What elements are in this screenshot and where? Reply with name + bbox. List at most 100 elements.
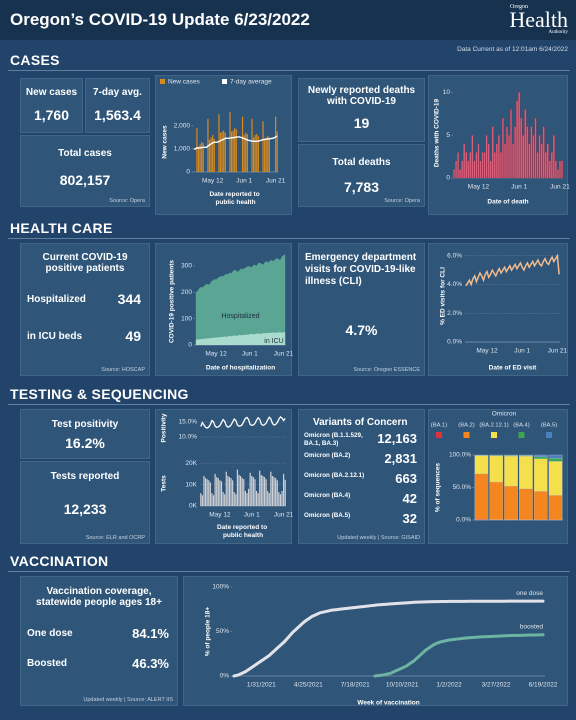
y-tick-label: 2.0% — [447, 310, 462, 317]
bar — [554, 160, 557, 179]
source: Updated weekly | Source: GISAID — [337, 535, 420, 541]
bar — [273, 477, 275, 506]
section-title: HEALTH CARE — [10, 220, 113, 236]
y-axis-title: COVID-19 positive patients — [169, 260, 176, 343]
x-axis-title: Date of hospitalization — [206, 365, 275, 372]
bar — [230, 478, 232, 506]
x-tick-label: May 12 — [468, 184, 490, 191]
x-tick-label: May 12 — [209, 512, 231, 519]
x-tick-label: May 12 — [476, 348, 498, 355]
y-tick-label: 2,000 — [174, 123, 191, 130]
bar — [196, 128, 198, 172]
bar — [210, 137, 212, 172]
bar — [538, 134, 541, 179]
legend-label: (BA.1) — [431, 423, 447, 429]
panel-title: Current COVID-19 positive patients — [42, 252, 128, 274]
bar — [271, 476, 274, 506]
y-tick-label: 10 — [443, 89, 451, 96]
source: Source: ELR and OCRP — [85, 535, 145, 541]
y-tick-label: 20K — [185, 460, 197, 467]
y-tick-label: 100 — [181, 315, 192, 322]
bar — [219, 480, 221, 506]
stat-value: 4.7% — [345, 322, 378, 338]
bar — [516, 100, 519, 179]
bar — [479, 160, 482, 179]
bar-segment — [474, 455, 489, 474]
section-rule — [8, 404, 570, 405]
bar-segment — [533, 458, 548, 492]
logo-bottom: Authority — [548, 30, 568, 35]
bar-segment — [489, 481, 504, 520]
bar — [276, 131, 278, 172]
x-tick-label: Jun 21 — [274, 512, 294, 519]
variant-count: 2,831 — [384, 451, 417, 466]
bar — [260, 474, 262, 506]
bar — [233, 492, 235, 506]
bar — [267, 491, 269, 506]
bar — [265, 479, 267, 506]
bar — [556, 169, 559, 179]
page-title: Oregon’s COVID-19 Update 6/23/2022 — [10, 10, 310, 29]
y-tick-label: 100.0% — [449, 452, 471, 459]
bar — [499, 152, 502, 179]
data-current: Data Current as of 12:01am 6/24/2022 — [457, 46, 568, 53]
bar — [560, 160, 563, 179]
bar — [202, 143, 204, 172]
series-label: Hospitalized — [221, 313, 259, 320]
bar — [485, 134, 488, 179]
stat-box: Vaccination coverage, statewide people a… — [20, 576, 178, 706]
line — [373, 633, 545, 678]
stat-value: 19 — [353, 115, 370, 131]
x-tick-label: Jun 1 — [236, 178, 252, 185]
stat-box: Newly reported deaths with COVID-19 19 — [298, 78, 425, 142]
stat-label: Hospitalized — [27, 294, 86, 305]
stat-value: 84.1% — [132, 626, 169, 641]
y-axis-title: New cases — [162, 125, 169, 159]
y-tick-label: 0 — [446, 175, 450, 182]
x-tick-label: 3/27/2022 — [482, 682, 511, 689]
bar — [241, 116, 244, 172]
x-tick-label: Jun 21 — [274, 351, 294, 358]
bar — [212, 135, 214, 172]
x-axis-title: Week of vaccination — [357, 700, 419, 707]
y-tick-label: 6.0% — [447, 252, 462, 259]
bar — [232, 480, 234, 506]
y-tick-label: 4.0% — [447, 281, 462, 288]
bar — [219, 132, 222, 172]
stat-box: New cases 1,760 — [20, 78, 83, 133]
legend-swatch — [222, 79, 227, 84]
title-bar — [0, 0, 576, 40]
bar — [203, 476, 205, 506]
bar — [209, 482, 211, 506]
bar — [268, 137, 270, 172]
bar — [232, 130, 234, 172]
bar-segment — [548, 461, 563, 496]
bar — [208, 480, 210, 506]
legend-label: New cases — [168, 79, 201, 86]
x-tick-label: 7/18/2021 — [341, 682, 370, 689]
bar — [558, 160, 561, 179]
stat-box: Total deaths 7,783 Source: Opera — [298, 144, 425, 207]
legend-swatch — [160, 79, 165, 84]
bar-segment — [504, 455, 518, 487]
stat-label: Test positivity — [51, 419, 119, 430]
bar — [220, 481, 223, 506]
stat-label: New cases — [25, 87, 78, 98]
bar — [512, 143, 515, 179]
bar — [208, 139, 211, 172]
bar — [469, 152, 472, 179]
stat-box: Total cases 802,157 Source: Opera — [20, 135, 150, 207]
stat-value: 344 — [117, 291, 141, 307]
bar — [224, 132, 226, 172]
bar-segment — [519, 454, 533, 456]
bar — [508, 134, 511, 179]
x-tick-label: Jun 1 — [244, 512, 260, 519]
x-tick-label: 1/31/2021 — [247, 682, 276, 689]
legend-title: Omicron — [492, 411, 517, 418]
bar — [534, 117, 537, 179]
bar — [465, 152, 468, 179]
x-tick-label: Jun 21 — [548, 348, 568, 355]
bar — [481, 152, 484, 179]
line — [232, 599, 545, 678]
